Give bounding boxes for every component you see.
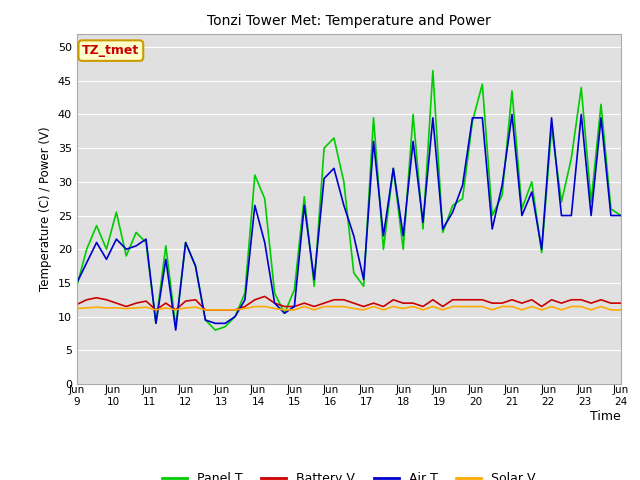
Panel T bbox=[508, 88, 516, 94]
X-axis label: Time: Time bbox=[590, 410, 621, 423]
Battery V bbox=[399, 300, 407, 306]
Title: Tonzi Tower Met: Temperature and Power: Tonzi Tower Met: Temperature and Power bbox=[207, 14, 491, 28]
Line: Battery V: Battery V bbox=[77, 296, 621, 310]
Panel T bbox=[73, 283, 81, 289]
Battery V bbox=[261, 293, 269, 300]
Panel T bbox=[83, 246, 90, 252]
Air T bbox=[439, 226, 447, 232]
Solar V bbox=[449, 304, 456, 310]
Solar V bbox=[291, 307, 298, 313]
Solar V bbox=[73, 306, 81, 312]
Air T bbox=[617, 213, 625, 218]
Panel T bbox=[390, 166, 397, 171]
Battery V bbox=[449, 297, 456, 303]
Battery V bbox=[508, 297, 516, 303]
Battery V bbox=[152, 307, 160, 313]
Solar V bbox=[251, 304, 259, 310]
Solar V bbox=[83, 305, 90, 311]
Panel T bbox=[449, 203, 456, 208]
Battery V bbox=[429, 297, 436, 303]
Battery V bbox=[83, 297, 90, 303]
Line: Air T: Air T bbox=[77, 114, 621, 330]
Panel T bbox=[211, 327, 219, 333]
Text: TZ_tmet: TZ_tmet bbox=[82, 44, 140, 57]
Air T bbox=[83, 260, 90, 265]
Solar V bbox=[152, 307, 160, 313]
Panel T bbox=[617, 213, 625, 218]
Air T bbox=[172, 327, 180, 333]
Y-axis label: Temperature (C) / Power (V): Temperature (C) / Power (V) bbox=[39, 127, 52, 291]
Legend: Panel T, Battery V, Air T, Solar V: Panel T, Battery V, Air T, Solar V bbox=[157, 468, 541, 480]
Solar V bbox=[399, 306, 407, 312]
Air T bbox=[390, 166, 397, 171]
Air T bbox=[499, 182, 506, 188]
Panel T bbox=[281, 311, 289, 316]
Battery V bbox=[73, 301, 81, 307]
Solar V bbox=[508, 304, 516, 310]
Air T bbox=[281, 311, 289, 316]
Air T bbox=[73, 280, 81, 286]
Solar V bbox=[429, 304, 436, 310]
Panel T bbox=[419, 226, 427, 232]
Solar V bbox=[617, 307, 625, 313]
Battery V bbox=[291, 304, 298, 310]
Air T bbox=[508, 111, 516, 117]
Panel T bbox=[429, 68, 436, 73]
Air T bbox=[419, 219, 427, 225]
Battery V bbox=[617, 300, 625, 306]
Line: Panel T: Panel T bbox=[77, 71, 621, 330]
Line: Solar V: Solar V bbox=[77, 307, 621, 310]
